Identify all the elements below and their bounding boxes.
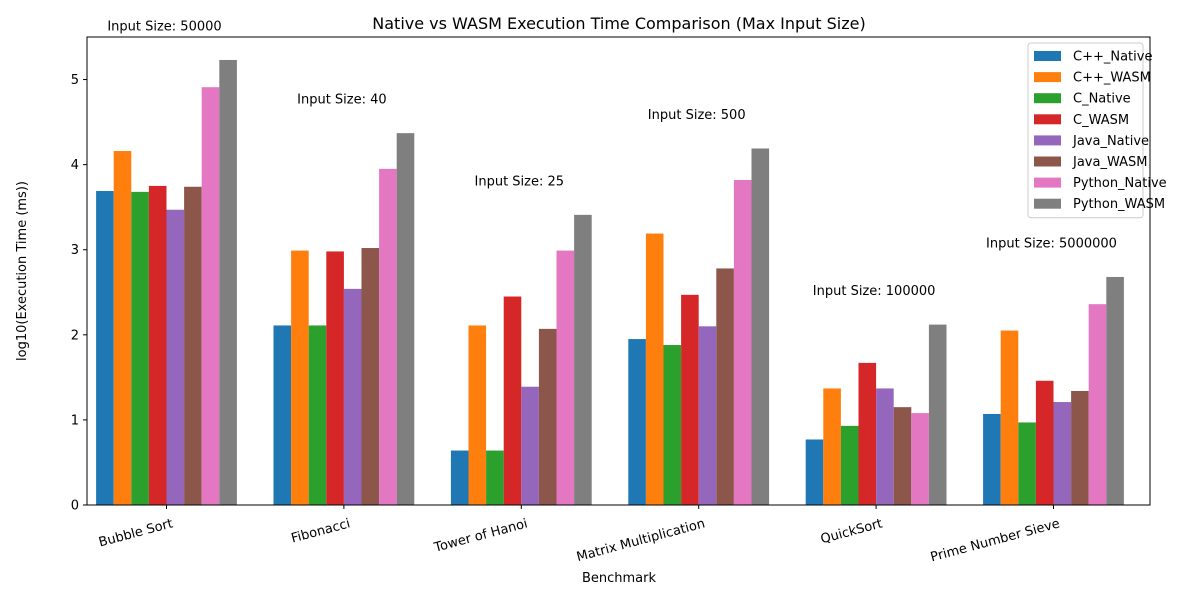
bar-java-native: [876, 388, 894, 505]
bar-c-wasm: [645, 233, 664, 505]
legend: C++_Native C++_WASM C_Native C_WASM Java_Nat…: [1027, 42, 1167, 219]
legend-label: C++_Native: [1073, 50, 1152, 65]
bar-c-wasm: [1000, 330, 1019, 505]
legend-label: Java_WASM: [1072, 155, 1147, 170]
plot-frame: [86, 36, 1151, 506]
x-tick-label: Matrix Multiplication: [575, 516, 707, 565]
bar-c-native: [131, 191, 149, 505]
bar-python-wasm: [574, 214, 592, 505]
bar-c-native: [308, 325, 327, 505]
x-tick-label: Fibonacci: [290, 516, 352, 546]
bar-java-wasm: [1071, 390, 1089, 505]
bar-c-wasm: [858, 362, 877, 505]
bar-c-native: [450, 450, 469, 505]
y-axis-label: log10(Execution Time (ms)): [15, 181, 30, 361]
y-tick-label: 2: [71, 328, 79, 343]
legend-swatch: [1034, 93, 1061, 104]
y-tick-label: 1: [71, 413, 79, 428]
bar-c-native: [1018, 422, 1036, 505]
bar-c-native: [486, 450, 504, 505]
x-tick-label: QuickSort: [819, 516, 884, 547]
legend-label: C_Native: [1073, 92, 1131, 107]
bar-python-native: [201, 87, 220, 505]
bar-java-native: [521, 386, 539, 505]
input-size-annotation: Input Size: 40: [297, 93, 387, 108]
bar-java-wasm: [716, 268, 734, 505]
legend-swatch: [1034, 51, 1061, 61]
legend-swatch: [1034, 198, 1061, 209]
bar-c-native: [273, 325, 292, 505]
bar-c-wasm: [1035, 380, 1054, 505]
bar-c-native: [840, 425, 859, 505]
input-size-annotation: Input Size: 100000: [813, 284, 936, 299]
bar-c-wasm: [468, 325, 487, 505]
bar-python-native: [379, 168, 397, 505]
input-size-annotation: Input Size: 25: [475, 174, 565, 189]
bar-python-native: [1088, 304, 1107, 505]
bar-python-wasm: [751, 148, 770, 505]
input-size-annotation: Input Size: 50000: [107, 19, 221, 34]
annotations-layer: Input Size: 50000 Input Size: 40 Input Siz…: [107, 19, 1117, 299]
legend-swatch: [1034, 135, 1061, 146]
bar-c-native: [663, 345, 682, 505]
legend-label: Python_WASM: [1073, 197, 1165, 212]
x-axis-label: Benchmark: [582, 571, 657, 586]
legend-label: C++_WASM: [1073, 71, 1151, 86]
bar-c-native: [96, 191, 114, 505]
chart-title: Native vs WASM Execution Time Comparison…: [372, 14, 865, 33]
input-size-annotation: Input Size: 500: [648, 108, 746, 123]
bar-c-native: [983, 413, 1001, 505]
bar-python-wasm: [396, 133, 415, 505]
bar-java-native: [343, 288, 362, 505]
legend-box: [1027, 42, 1144, 219]
y-tick-label: 0: [71, 499, 79, 514]
bar-c-wasm: [113, 151, 132, 505]
bar-python-native: [911, 413, 929, 505]
bar-c-wasm: [681, 294, 699, 505]
bar-python-wasm: [1106, 276, 1124, 505]
y-tick-label: 3: [71, 243, 79, 258]
legend-swatch: [1034, 156, 1061, 167]
y-tick-label: 5: [71, 73, 79, 88]
x-tick-label: Bubble Sort: [97, 516, 174, 550]
bar-c-wasm: [326, 251, 344, 505]
legend-swatch: [1034, 72, 1061, 83]
bar-java-wasm: [893, 407, 912, 505]
legend-label: Java_Native: [1072, 134, 1149, 149]
bar-python-wasm: [928, 324, 947, 505]
bar-java-wasm: [184, 186, 202, 505]
bar-c-native: [628, 339, 646, 505]
bar-c-wasm: [291, 250, 309, 505]
bar-python-native: [733, 179, 752, 505]
y-tick-label: 4: [71, 158, 79, 173]
input-size-annotation: Input Size: 5000000: [986, 236, 1117, 251]
bar-c-wasm: [148, 185, 167, 505]
bar-java-wasm: [361, 248, 380, 505]
bar-c-wasm: [503, 296, 522, 505]
bar-java-wasm: [538, 328, 557, 505]
x-tick-label: Tower of Hanoi: [432, 516, 530, 556]
legend-label: C_WASM: [1073, 113, 1129, 128]
legend-swatch: [1034, 177, 1061, 188]
x-tick-label: Prime Number Sieve: [929, 516, 1062, 565]
legend-label: Python_Native: [1073, 176, 1167, 191]
bar-java-native: [166, 209, 185, 506]
bar-c-native: [805, 439, 824, 505]
bars-layer: [96, 59, 1124, 506]
bar-python-wasm: [219, 59, 237, 505]
bar-python-native: [556, 250, 575, 505]
bar-java-native: [1053, 402, 1072, 505]
x-axis: Bubble Sort Fibonacci Tower of Hanoi Matrix…: [97, 505, 1062, 565]
legend-swatch: [1034, 114, 1061, 125]
y-axis: 0 1 2 3 4 5: [71, 73, 87, 514]
bar-java-native: [698, 326, 717, 505]
bar-c-wasm: [823, 388, 841, 505]
